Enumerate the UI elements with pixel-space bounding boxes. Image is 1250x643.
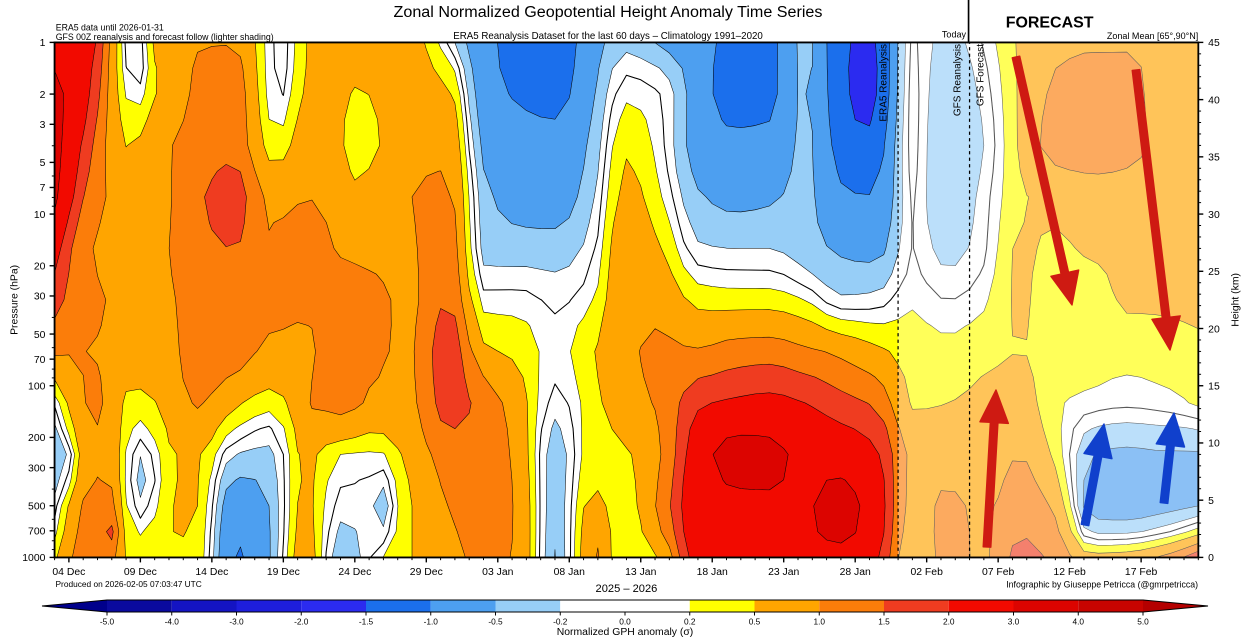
svg-text:100: 100 <box>28 382 46 393</box>
svg-text:10: 10 <box>1208 439 1220 450</box>
svg-text:7: 7 <box>40 183 46 194</box>
svg-text:24 Dec: 24 Dec <box>338 567 371 578</box>
svg-text:Produced on 2026-02-05 07:03:4: Produced on 2026-02-05 07:03:47 UTC <box>56 579 202 589</box>
svg-text:Height (km): Height (km) <box>1230 273 1241 327</box>
svg-text:2.0: 2.0 <box>943 616 955 626</box>
svg-text:GFS Forecast: GFS Forecast <box>976 44 987 106</box>
svg-text:Today: Today <box>942 30 967 40</box>
svg-text:-0.5: -0.5 <box>488 616 503 626</box>
svg-text:04 Dec: 04 Dec <box>52 567 85 578</box>
svg-text:GFS Reanalysis: GFS Reanalysis <box>953 44 964 116</box>
svg-text:ERA5 data until 2026-01-31: ERA5 data until 2026-01-31 <box>56 23 164 33</box>
svg-text:17 Feb: 17 Feb <box>1125 567 1158 578</box>
svg-text:08 Jan: 08 Jan <box>554 567 585 578</box>
svg-text:15: 15 <box>1208 382 1220 393</box>
svg-text:30: 30 <box>34 292 46 303</box>
svg-text:-4.0: -4.0 <box>165 616 180 626</box>
svg-text:0.0: 0.0 <box>619 616 631 626</box>
svg-text:2025 – 2026: 2025 – 2026 <box>596 583 658 595</box>
svg-text:14 Dec: 14 Dec <box>195 567 228 578</box>
svg-text:700: 700 <box>28 527 46 538</box>
svg-text:3: 3 <box>40 120 46 131</box>
svg-text:10: 10 <box>34 210 46 221</box>
svg-text:4.0: 4.0 <box>1072 616 1084 626</box>
svg-text:-3.0: -3.0 <box>229 616 244 626</box>
svg-text:20: 20 <box>34 262 46 273</box>
svg-text:200: 200 <box>28 433 46 444</box>
svg-text:35: 35 <box>1208 153 1220 164</box>
svg-text:ERA5 Reanalysis: ERA5 Reanalysis <box>878 44 889 122</box>
svg-text:40: 40 <box>1208 95 1220 106</box>
svg-text:09 Dec: 09 Dec <box>124 567 157 578</box>
svg-text:0.2: 0.2 <box>684 616 696 626</box>
svg-text:29 Dec: 29 Dec <box>410 567 443 578</box>
svg-text:20: 20 <box>1208 324 1220 335</box>
svg-text:50: 50 <box>34 330 46 341</box>
svg-text:1.0: 1.0 <box>813 616 825 626</box>
svg-text:GFS 00Z reanalysis and forecas: GFS 00Z reanalysis and forecast follow (… <box>56 32 274 42</box>
svg-text:18 Jan: 18 Jan <box>697 567 728 578</box>
svg-text:45: 45 <box>1208 38 1220 49</box>
svg-text:-5.0: -5.0 <box>100 616 115 626</box>
svg-text:1.5: 1.5 <box>878 616 890 626</box>
svg-text:Normalized GPH anomaly (σ): Normalized GPH anomaly (σ) <box>557 627 694 638</box>
svg-text:500: 500 <box>28 501 46 512</box>
svg-text:300: 300 <box>28 463 46 474</box>
svg-text:-2.0: -2.0 <box>294 616 309 626</box>
svg-text:07 Feb: 07 Feb <box>982 567 1015 578</box>
svg-text:Pressure (hPa): Pressure (hPa) <box>9 265 20 335</box>
svg-text:13 Jan: 13 Jan <box>625 567 656 578</box>
svg-text:2: 2 <box>40 90 46 101</box>
svg-text:02 Feb: 02 Feb <box>910 567 943 578</box>
svg-text:-1.5: -1.5 <box>359 616 374 626</box>
svg-text:Zonal Mean [65°,90°N]: Zonal Mean [65°,90°N] <box>1107 31 1198 41</box>
svg-text:0: 0 <box>1208 553 1214 564</box>
svg-text:5: 5 <box>1208 496 1214 507</box>
svg-text:30: 30 <box>1208 210 1220 221</box>
svg-text:23 Jan: 23 Jan <box>768 567 799 578</box>
svg-text:ERA5 Reanalysis Dataset for th: ERA5 Reanalysis Dataset for the last 60 … <box>453 31 763 42</box>
svg-text:28 Jan: 28 Jan <box>840 567 871 578</box>
svg-text:70: 70 <box>34 355 46 366</box>
svg-text:25: 25 <box>1208 267 1220 278</box>
svg-text:3.0: 3.0 <box>1008 616 1020 626</box>
svg-text:03 Jan: 03 Jan <box>482 567 513 578</box>
svg-text:-0.2: -0.2 <box>553 616 568 626</box>
svg-text:19 Dec: 19 Dec <box>267 567 300 578</box>
svg-text:Infographic by Giuseppe Petric: Infographic by Giuseppe Petricca (@gmrpe… <box>1006 579 1198 589</box>
svg-text:-1.0: -1.0 <box>424 616 439 626</box>
svg-text:Zonal Normalized Geopotential: Zonal Normalized Geopotential Height Ano… <box>394 3 823 21</box>
svg-text:1000: 1000 <box>22 553 45 564</box>
svg-text:5.0: 5.0 <box>1137 616 1149 626</box>
svg-text:5: 5 <box>40 158 46 169</box>
svg-text:1: 1 <box>40 38 46 49</box>
svg-text:12 Feb: 12 Feb <box>1053 567 1086 578</box>
svg-text:0.5: 0.5 <box>749 616 761 626</box>
svg-text:FORECAST: FORECAST <box>1006 15 1094 32</box>
